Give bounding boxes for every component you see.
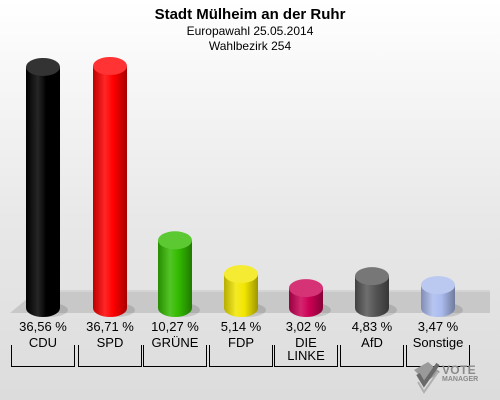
category-label: CDU [28, 335, 58, 350]
bar-afd [355, 267, 397, 317]
category-bracket [78, 345, 142, 367]
category-label: AfD [361, 335, 383, 350]
value-label: 36,71 % [86, 319, 134, 334]
category-bracket [209, 345, 273, 367]
value-label: 4,83 % [351, 319, 393, 334]
vote-manager-logo: VOTE MANAGER [412, 358, 492, 394]
bar-fdp [224, 265, 266, 317]
category-bracket [340, 345, 404, 367]
bar-spd [93, 57, 135, 317]
category-label: Sonstige [412, 335, 464, 350]
value-label: 5,14 % [220, 319, 262, 334]
category-label: SPD [96, 335, 124, 350]
bar-sonstige [421, 276, 463, 317]
chart-subtitle-election: Europawahl 25.05.2014 [186, 24, 314, 38]
logo-text-vote: VOTE [442, 363, 476, 377]
bar-gr-ne [158, 231, 200, 317]
category-label: GRÜNE [151, 335, 199, 350]
value-label: 3,02 % [285, 319, 327, 334]
chart-subtitle-district: Wahlbezirk 254 [208, 39, 292, 53]
category-bracket [274, 345, 338, 367]
bar-cdu [26, 57, 68, 317]
value-label: 3,47 % [417, 319, 459, 334]
checkmark-ballot-icon [414, 362, 440, 394]
value-label: 10,27 % [151, 319, 199, 334]
category-bracket [143, 345, 207, 367]
category-bracket [11, 345, 75, 367]
category-label: FDP [228, 335, 254, 350]
logo-text-manager: MANAGER [442, 376, 479, 383]
category-label: DIE LINKE [287, 335, 325, 363]
chart-title: Stadt Mülheim an der Ruhr [154, 6, 346, 23]
value-label: 36,56 % [19, 319, 67, 334]
bar-die-linke [289, 279, 331, 317]
